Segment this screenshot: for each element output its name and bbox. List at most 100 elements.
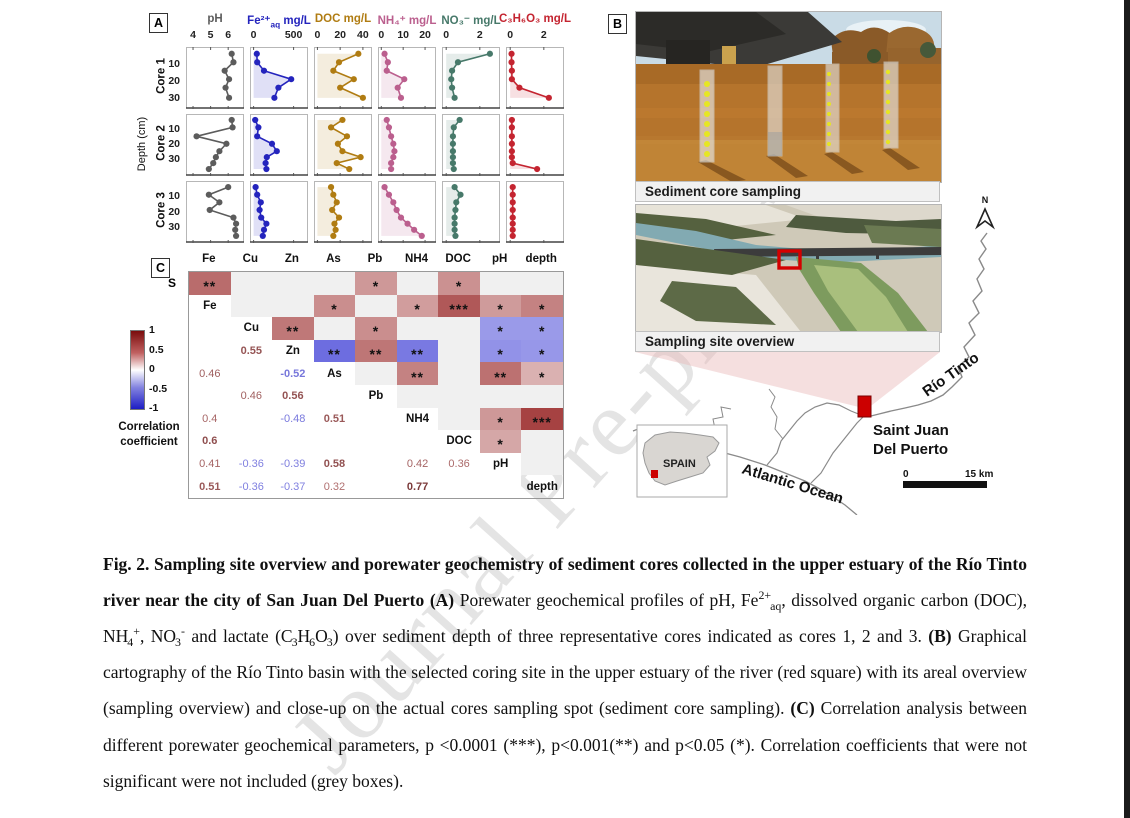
depth-axis-label: Depth (cm) xyxy=(136,116,148,172)
matrix-cell-As-NH4: ** xyxy=(396,362,439,385)
matrix-col-header-Fe: Fe xyxy=(202,253,216,265)
matrix-cell-depth-As: 0.32 xyxy=(323,480,346,493)
matrix-cell-Cu-Pb: * xyxy=(355,317,397,340)
map-scale-bar: 0 15 km xyxy=(903,469,993,488)
matrix-cell-NH4-DOC-not-significant xyxy=(438,407,480,431)
depth-tick-label: 10 xyxy=(168,122,180,135)
correlation-colorbar xyxy=(130,330,145,410)
matrix-cell-Pb-Fe xyxy=(189,385,231,408)
svg-text:0: 0 xyxy=(903,469,909,480)
matrix-cell-Pb-depth-not-significant xyxy=(521,385,563,408)
matrix-cell-S-NH4-not-significant xyxy=(396,272,439,295)
x-axis-tick: 0 xyxy=(378,29,385,41)
matrix-cell-S-depth-not-significant xyxy=(521,272,563,295)
city-label-line2: Del Puerto xyxy=(873,441,948,458)
x-axis-tick: 2 xyxy=(540,29,547,41)
colorbar-tick-label: 0.5 xyxy=(149,343,164,356)
matrix-cell-S-Cu-not-significant xyxy=(230,272,273,295)
colorbar-tick-label: -0.5 xyxy=(149,382,168,395)
matrix-cell-DOC-Zn xyxy=(272,430,314,453)
sediment-core-photo-art xyxy=(636,12,941,182)
core-tube-4 xyxy=(883,61,899,149)
estuary-channel-2 xyxy=(766,402,862,466)
matrix-cell-Cu-As-not-significant xyxy=(313,317,356,340)
x-axis-tick: 40 xyxy=(357,29,369,41)
depth-tick-label: 10 xyxy=(168,190,180,203)
param-header-DOC: DOC mg/L xyxy=(314,13,372,25)
core-tube-2 xyxy=(767,65,783,157)
matrix-cell-S-Pb: * xyxy=(355,272,397,295)
coring-site-red-square xyxy=(777,249,802,270)
matrix-cell-Fe-As: * xyxy=(313,294,356,318)
matrix-cell-As-Cu xyxy=(230,362,273,385)
param-header-NO3: NO₃⁻ mg/L xyxy=(441,15,501,27)
x-axis-tick: 0 xyxy=(443,29,450,41)
matrix-cell-NH4-Cu xyxy=(230,407,273,431)
screen-right-edge-strip xyxy=(1124,0,1130,818)
matrix-cell-Zn-Cu: 0.55 xyxy=(240,345,263,358)
profile-plot-core1-NO3 xyxy=(442,47,500,109)
matrix-cell-Fe-depth: * xyxy=(521,294,563,318)
matrix-cell-Fe-Cu-not-significant xyxy=(230,294,273,318)
matrix-cell-DOC-Fe: 0.6 xyxy=(202,435,218,448)
matrix-col-header-pH: pH xyxy=(491,253,508,265)
north-arrow-icon: N xyxy=(975,195,995,230)
matrix-cell-Cu-Zn: ** xyxy=(272,317,314,340)
matrix-cell-DOC-depth-not-significant xyxy=(521,430,563,453)
matrix-cell-pH-Zn: -0.39 xyxy=(280,458,306,471)
x-axis-tick: 4 xyxy=(190,29,196,41)
matrix-cell-Zn-As: ** xyxy=(313,339,356,363)
sampling-location-marker xyxy=(857,395,872,418)
matrix-diagonal-label-Zn: Zn xyxy=(285,345,300,358)
matrix-cell-Zn-depth: * xyxy=(521,339,563,363)
matrix-cell-As-Zn: -0.52 xyxy=(280,367,306,380)
panel-a-tag: A xyxy=(149,13,168,33)
colorbar-label: Correlation coefficient xyxy=(118,421,180,448)
matrix-cell-Fe-pH: * xyxy=(479,294,522,318)
matrix-cell-Cu-NH4-not-significant xyxy=(396,317,439,340)
rio-tinto-basin-map: N Saint Juan Del Puerto Río Tinto Atlant… xyxy=(632,195,995,515)
estuary-channel-1 xyxy=(810,416,864,484)
matrix-diagonal-label-As: As xyxy=(327,367,342,380)
matrix-cell-depth-Pb xyxy=(355,475,397,498)
profile-plot-core1-DOC xyxy=(314,47,372,109)
matrix-cell-S-DOC: * xyxy=(438,272,480,295)
matrix-cell-Zn-NH4: ** xyxy=(396,339,439,363)
matrix-cell-pH-Pb xyxy=(355,452,397,476)
profile-plot-core3-NH4 xyxy=(378,181,436,243)
depth-tick-label: 30 xyxy=(168,152,180,165)
ocean-label: Atlantic Ocean xyxy=(740,461,845,508)
core-tube-3 xyxy=(825,63,840,153)
matrix-cell-As-Fe: 0.46 xyxy=(199,367,221,380)
matrix-col-header-As: As xyxy=(326,253,341,265)
matrix-cell-NH4-Fe: 0.4 xyxy=(202,412,218,425)
matrix-diagonal-label-NH4: NH4 xyxy=(406,412,430,425)
matrix-diagonal-label-pH: pH xyxy=(492,458,509,471)
matrix-cell-pH-Cu: -0.36 xyxy=(238,458,264,471)
matrix-cell-pH-As: 0.58 xyxy=(323,458,346,471)
svg-text:N: N xyxy=(982,195,989,205)
matrix-cell-Cu-DOC-not-significant xyxy=(438,317,480,340)
profile-plot-core3-NO3 xyxy=(442,181,500,243)
param-header-NH4: NH₄⁺ mg/L xyxy=(377,15,437,27)
matrix-cell-depth-Fe: 0.51 xyxy=(199,480,221,493)
depth-tick-label: 20 xyxy=(168,205,180,218)
matrix-cell-S-pH-not-significant xyxy=(479,272,522,295)
depth-tick-label: 30 xyxy=(168,220,180,233)
matrix-cell-NH4-pH: * xyxy=(479,407,522,431)
matrix-cell-pH-Fe: 0.41 xyxy=(199,458,221,471)
svg-text:15 km: 15 km xyxy=(965,469,993,480)
x-axis-tick: 500 xyxy=(284,29,303,41)
matrix-cell-pH-depth-not-significant xyxy=(521,452,563,476)
matrix-cell-depth-pH xyxy=(479,475,522,498)
matrix-cell-DOC-pH: * xyxy=(479,430,522,453)
photo-sampling-site-overview xyxy=(635,204,942,333)
core-tube-1 xyxy=(699,69,715,163)
matrix-cell-NH4-Pb xyxy=(355,407,397,431)
profile-plot-core1-Fe xyxy=(250,47,308,109)
x-axis-tick: 0 xyxy=(250,29,257,41)
param-header-C3: C₃H₆O₃ mg/L xyxy=(498,13,572,25)
matrix-cell-depth-DOC xyxy=(438,475,480,498)
matrix-col-header-Cu: Cu xyxy=(242,253,258,265)
